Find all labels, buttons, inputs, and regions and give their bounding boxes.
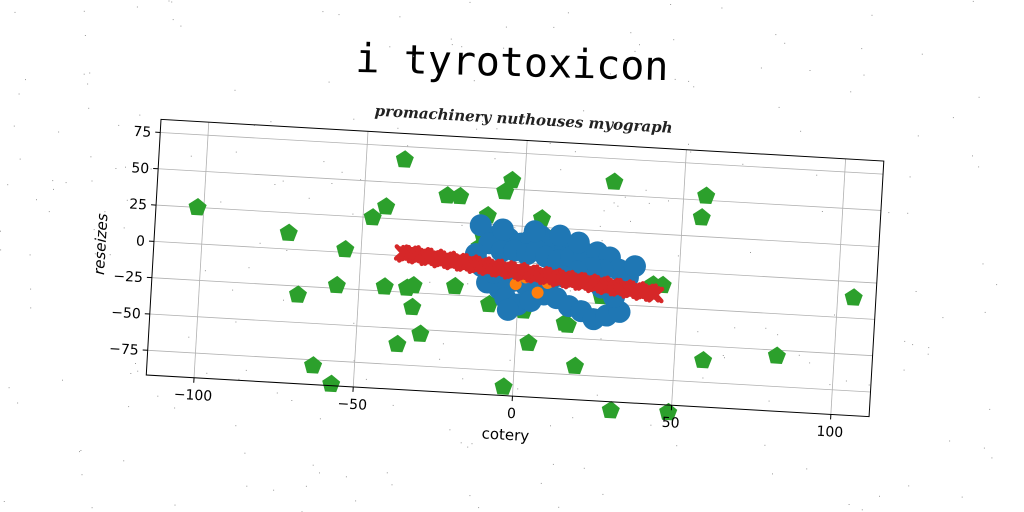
plot-marks [188,150,863,421]
pentagon-point [694,351,713,369]
y-grid-line [160,132,884,175]
circle-point [623,255,646,278]
x-grid-line [671,149,687,406]
pentagon-point [605,172,624,190]
axis-ticks: −100 −50 0 50 100 −75 −50 −25 0 25 50 75 [109,124,844,442]
y-tick-label: 25 [129,197,148,214]
pentagon-point [503,170,522,189]
x-axis-label: cotery [481,424,530,445]
y-tick-label: −75 [109,341,139,359]
x-tick-label: −100 [173,387,212,405]
pentagon-point [279,223,298,242]
x-grid-line [830,158,846,415]
pentagon-point [767,346,786,364]
pentagon-point [289,285,307,303]
pentagon-point [601,400,620,419]
circle-point [491,218,514,241]
pentagon-point [327,275,346,294]
circle-point [523,220,546,243]
y-tick-label: −50 [111,305,141,323]
circle-point [567,231,590,254]
pentagon-point [565,356,585,375]
y-tick-label: 0 [136,233,146,249]
x-tick-label: 50 [661,415,680,432]
pentagon-point [375,277,394,295]
chart-title: promachinery nuthouses myograph [374,102,673,137]
pentagon-point [363,208,382,226]
pentagon-point [558,315,577,333]
pentagon-point [403,297,422,316]
pentagon-point [659,402,678,421]
pentagon-point [438,186,457,204]
pentagon-point [395,150,414,168]
y-grid-line [147,349,871,393]
y-tick-label: −25 [113,268,143,286]
y-grid-line [149,313,873,357]
x-grid-line [352,131,369,387]
pentagon-point [480,294,499,313]
pentagon-point [519,333,538,352]
y-tick-label: 75 [133,124,152,141]
pentagon-point [844,288,863,306]
x-tick-label: 100 [816,424,844,442]
pentagon-point [446,276,465,295]
y-axis-label: reseizes [90,213,112,276]
pentagon-point [336,240,355,258]
y-tick-label: 50 [131,160,150,177]
circle-point [496,298,519,321]
pentagon-point [397,278,417,297]
plot-frame [145,118,885,418]
pentagon-point [697,186,716,205]
pentagon-point [692,208,711,226]
x-point [647,286,665,304]
x-tick-label: 0 [506,406,516,422]
x-grid-line [193,122,210,378]
pentagon-point [388,334,407,353]
circle-point [531,286,544,299]
pentagon-point [377,197,396,215]
circle-point [469,214,492,237]
pentagon-point [322,374,341,393]
pentagon-point [451,186,470,205]
pentagon-point [494,377,513,395]
circle-point [549,224,572,247]
y-grid-line [156,204,879,248]
pentagon-point [304,356,323,374]
pentagon-point [411,324,430,342]
pentagon-point [188,197,207,216]
x-tick-label: −50 [337,396,367,414]
grid [147,122,884,415]
y-grid-line [158,168,881,211]
